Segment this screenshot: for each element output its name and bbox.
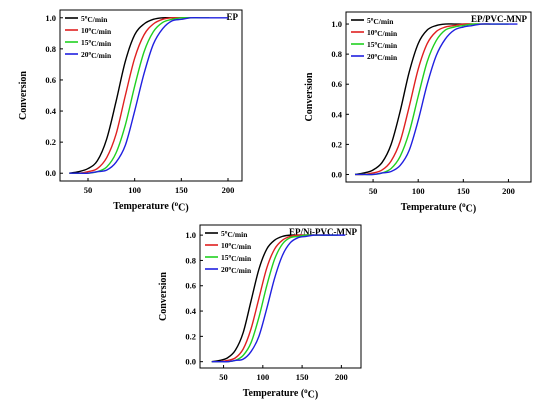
y-axis-title: Conversion xyxy=(158,272,169,321)
y-tick-label: 0.4 xyxy=(331,109,342,119)
x-tick-label: 200 xyxy=(335,372,348,382)
y-axis-title: Conversion xyxy=(18,71,29,120)
series-line-1 xyxy=(354,23,473,176)
x-tick-label: 50 xyxy=(84,185,93,195)
plot-frame xyxy=(199,224,362,369)
series-line-2 xyxy=(355,23,491,176)
x-axis-title: Temperature (oC) xyxy=(113,200,188,214)
y-tick-label: 0.2 xyxy=(45,137,56,147)
y-tick-label: 0.2 xyxy=(185,331,196,341)
y-tick-label: 0.8 xyxy=(331,49,342,59)
legend-label: 5oC/min xyxy=(221,229,248,239)
series-line-4 xyxy=(211,234,346,363)
y-tick-label: 0.0 xyxy=(331,169,342,179)
x-tick-label: 150 xyxy=(175,185,188,195)
chart-panel-2: 50 100 150 200 0.0 0.2 0.4 0.6 0.8 1.0 Temperature… xyxy=(304,11,532,215)
y-tick-label: 0.4 xyxy=(45,106,56,116)
panel-title: EP xyxy=(226,12,238,22)
y-tick-label: 0.6 xyxy=(185,281,196,291)
panel-title: EP/Ni-PVC-MNP xyxy=(289,227,357,237)
x-tick-label: 150 xyxy=(457,186,470,196)
legend-label: 5oC/min xyxy=(81,14,108,24)
y-tick-label: 0.6 xyxy=(45,75,56,85)
legend-label: 10oC/min xyxy=(81,26,112,36)
x-tick-label: 150 xyxy=(296,372,309,382)
legend-label: 20oC/min xyxy=(367,52,398,62)
y-tick-label: 0.4 xyxy=(185,306,196,316)
legend-label: 20oC/min xyxy=(81,50,112,60)
chart-panel-1: 50 100 150 200 0.0 0.2 0.4 0.6 0.8 1.0 Temperature… xyxy=(18,9,243,214)
legend-label: 15oC/min xyxy=(221,253,252,263)
y-tick-label: 0.6 xyxy=(331,79,342,89)
legend-label: 15oC/min xyxy=(367,40,398,50)
legend-label: 15oC/min xyxy=(81,38,112,48)
y-tick-label: 0.8 xyxy=(45,44,56,54)
legend-label: 10oC/min xyxy=(367,28,398,38)
x-tick-label: 200 xyxy=(222,185,235,195)
x-tick-label: 200 xyxy=(502,186,515,196)
y-tick-label: 1.0 xyxy=(45,13,56,23)
x-axis-title: Temperature (oC) xyxy=(401,201,476,215)
x-tick-label: 100 xyxy=(412,186,425,196)
y-tick-label: 0.0 xyxy=(45,168,56,178)
legend-label: 10oC/min xyxy=(221,241,252,251)
x-axis-title: Temperature (oC) xyxy=(243,387,318,401)
y-tick-label: 0.8 xyxy=(185,255,196,265)
plot-frame xyxy=(345,11,532,183)
y-axis-title: Conversion xyxy=(304,72,315,121)
panel-title: EP/PVC-MNP xyxy=(471,14,527,24)
x-tick-label: 50 xyxy=(369,186,378,196)
y-tick-label: 0.2 xyxy=(331,139,342,149)
series-line-4 xyxy=(355,23,518,176)
series-line-4 xyxy=(69,16,228,175)
plot-frame xyxy=(59,9,243,182)
x-tick-label: 50 xyxy=(219,372,228,382)
y-tick-label: 1.0 xyxy=(331,19,342,29)
chart-panel-3: 50 100 150 200 0.0 0.2 0.4 0.6 0.8 1.0 Temperature… xyxy=(158,224,362,401)
x-tick-label: 100 xyxy=(256,372,269,382)
y-tick-label: 1.0 xyxy=(185,230,196,240)
legend-label: 20oC/min xyxy=(221,265,252,275)
y-tick-label: 0.0 xyxy=(185,357,196,367)
x-tick-label: 100 xyxy=(128,185,141,195)
legend-label: 5oC/min xyxy=(367,16,394,26)
